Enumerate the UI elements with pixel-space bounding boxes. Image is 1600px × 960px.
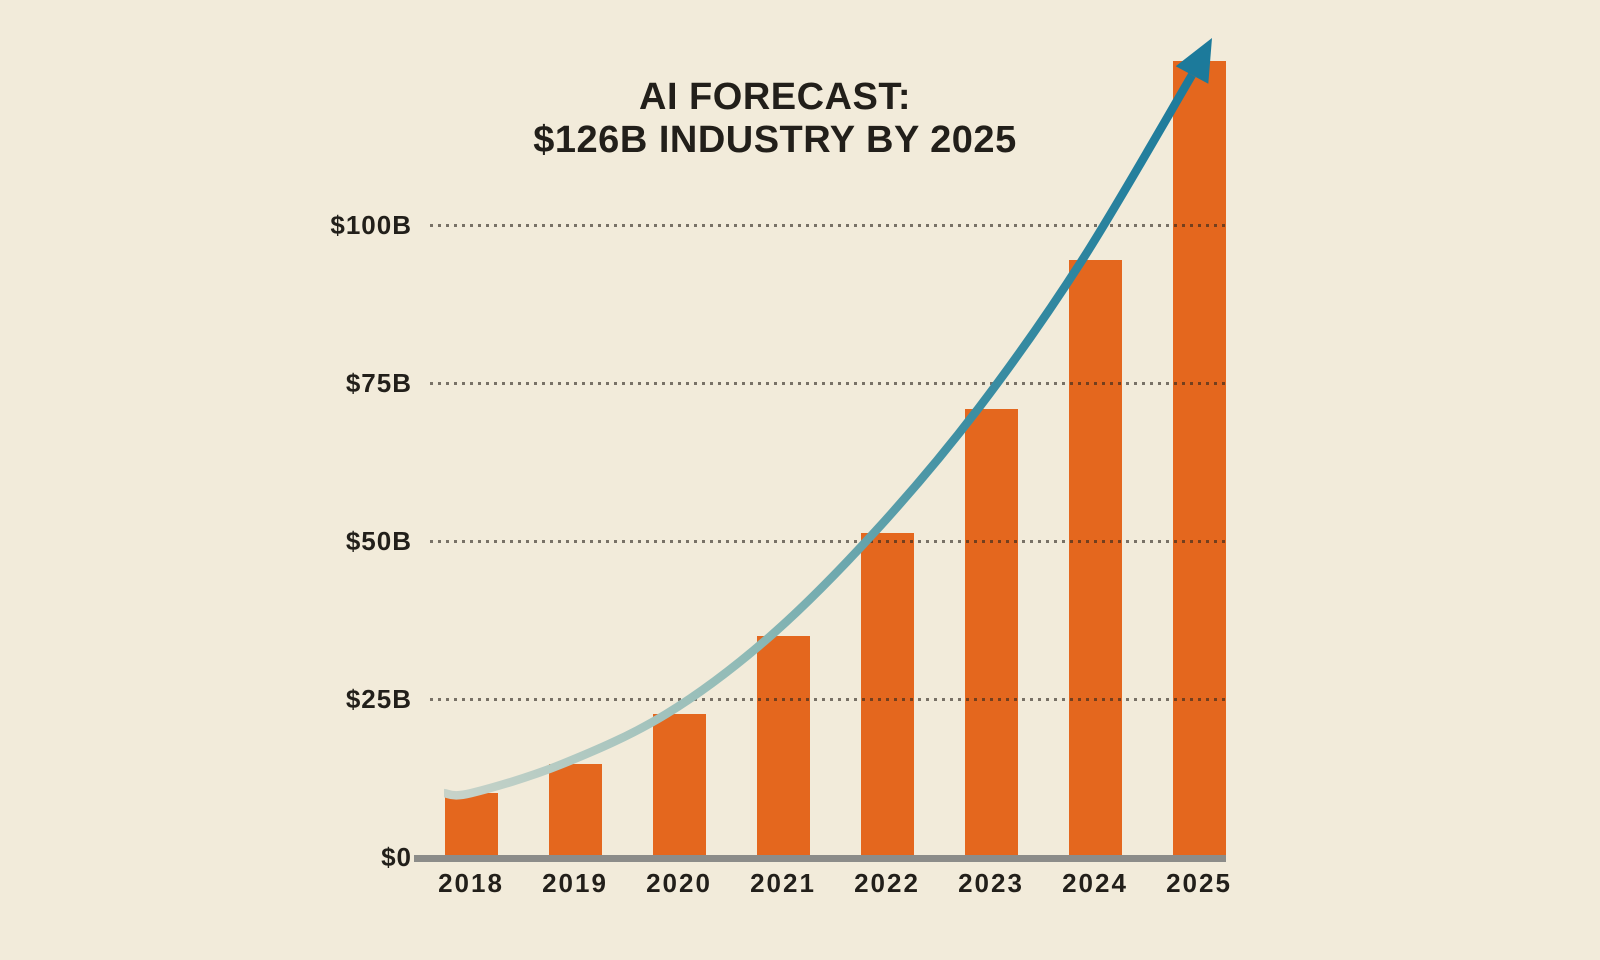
x-axis-tick-label: 2022 — [854, 868, 920, 898]
bar-2021 — [756, 636, 810, 855]
gridline-75b — [430, 382, 1226, 385]
x-axis-line — [414, 855, 1226, 862]
gridline-50b — [430, 540, 1226, 543]
x-axis-tick-label: 2020 — [646, 868, 712, 898]
bar-2025 — [1172, 60, 1226, 855]
chart-title-line-1: AI FORECAST: — [639, 76, 911, 118]
bar-2023 — [964, 408, 1018, 855]
x-axis-tick-label: 2024 — [1062, 868, 1128, 898]
x-axis-tick-label: 2019 — [542, 868, 608, 898]
chart-title-line-2: $126B INDUSTRY BY 2025 — [533, 119, 1017, 161]
x-axis-tick-label: 2021 — [750, 868, 816, 898]
x-axis-tick-label: 2018 — [438, 868, 504, 898]
y-axis-tick-label: $0 — [381, 842, 412, 872]
y-axis-tick-label: $100B — [330, 210, 412, 240]
x-axis-tick-label: 2023 — [958, 868, 1024, 898]
y-axis-tick-label: $25B — [345, 684, 412, 714]
bar-2019 — [548, 764, 602, 855]
gridline-25b — [430, 698, 1226, 701]
bar-2022 — [860, 532, 914, 855]
y-axis-tick-label: $75B — [345, 368, 412, 398]
x-axis-tick-label: 2025 — [1166, 868, 1232, 898]
chart-title: AI FORECAST: $126B INDUSTRY BY 2025 — [425, 76, 1125, 162]
bar-2018 — [444, 793, 498, 855]
bar-2024 — [1068, 260, 1122, 855]
bar-2020 — [652, 714, 706, 855]
gridline-100b — [430, 224, 1226, 227]
y-axis-tick-label: $50B — [345, 526, 412, 556]
